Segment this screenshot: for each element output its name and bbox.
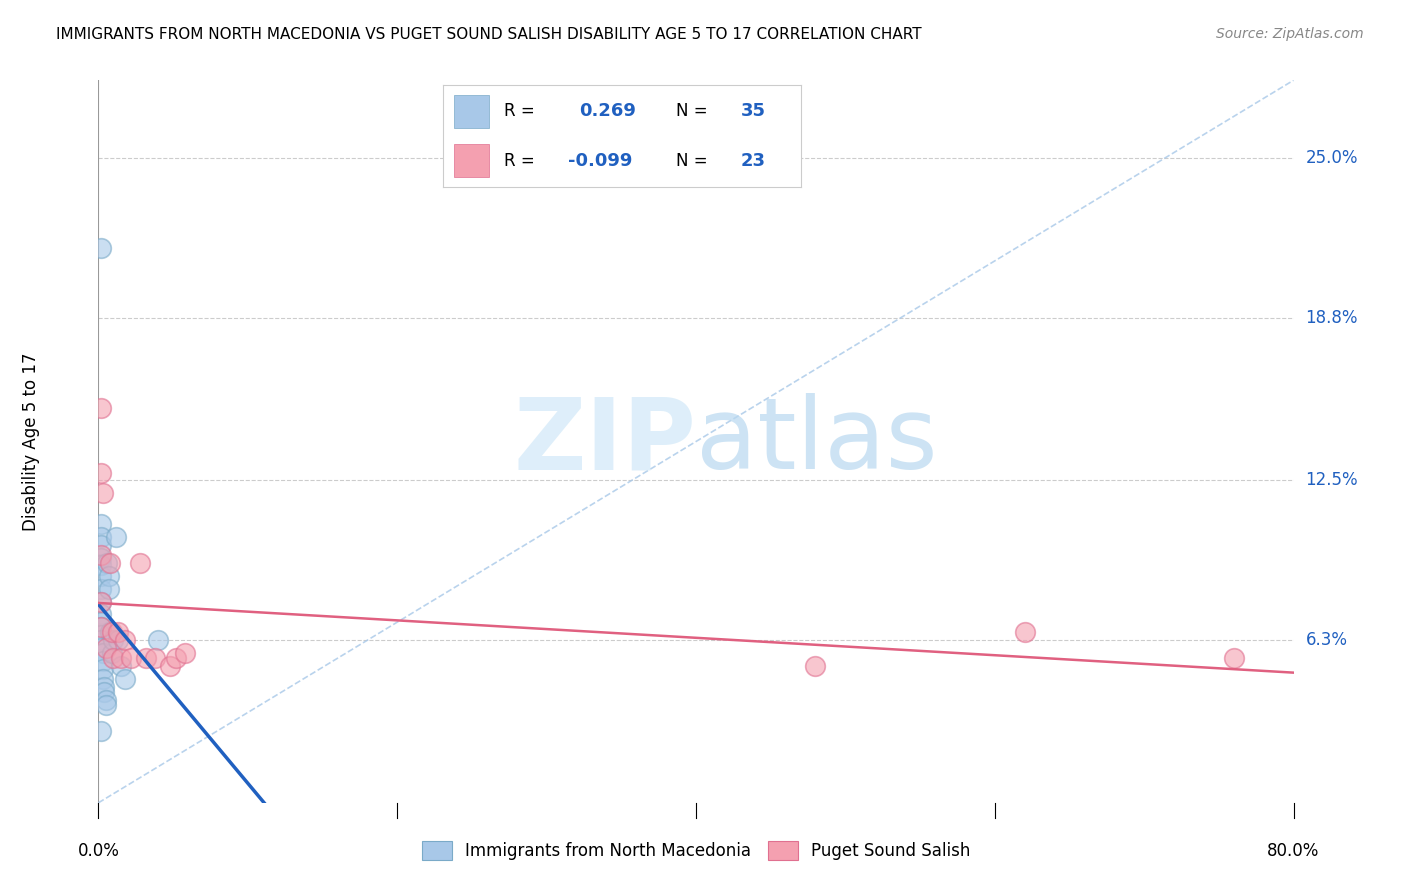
Point	[174, 646, 197, 660]
Point	[107, 625, 129, 640]
Point	[90, 594, 112, 608]
Text: 6.3%: 6.3%	[1306, 632, 1347, 649]
Text: 12.5%: 12.5%	[1306, 471, 1358, 489]
Point	[90, 607, 112, 622]
Point	[93, 685, 115, 699]
Point	[90, 550, 112, 565]
Point	[105, 530, 128, 544]
Point	[129, 556, 152, 570]
Point	[90, 241, 112, 255]
Point	[103, 651, 125, 665]
Text: 18.8%: 18.8%	[1306, 309, 1358, 326]
Point	[90, 723, 112, 738]
Text: Source: ZipAtlas.com: Source: ZipAtlas.com	[1216, 27, 1364, 41]
Point	[98, 625, 122, 640]
Point	[90, 633, 112, 648]
Point	[91, 662, 114, 676]
Point	[114, 672, 136, 686]
Point	[91, 486, 114, 500]
Point	[91, 672, 114, 686]
Point	[103, 633, 125, 648]
Text: 0.269: 0.269	[579, 103, 636, 120]
Text: ZIP: ZIP	[513, 393, 696, 490]
Point	[135, 651, 157, 665]
Point	[101, 625, 124, 640]
Point	[90, 466, 112, 480]
Text: atlas: atlas	[696, 393, 938, 490]
Text: N =: N =	[676, 103, 713, 120]
Point	[107, 633, 129, 648]
Point	[120, 651, 142, 665]
Point	[1014, 625, 1036, 640]
Point	[159, 659, 181, 673]
Point	[90, 530, 112, 544]
Point	[93, 680, 115, 694]
Point	[114, 633, 136, 648]
Text: N =: N =	[676, 152, 713, 169]
Point	[90, 640, 112, 655]
Point	[90, 568, 112, 582]
Point	[110, 651, 132, 665]
Point	[90, 628, 112, 642]
Point	[165, 651, 187, 665]
Point	[143, 651, 166, 665]
Point	[1223, 651, 1246, 665]
Text: 25.0%: 25.0%	[1306, 149, 1358, 167]
Point	[90, 548, 112, 562]
Text: IMMIGRANTS FROM NORTH MACEDONIA VS PUGET SOUND SALISH DISABILITY AGE 5 TO 17 COR: IMMIGRANTS FROM NORTH MACEDONIA VS PUGET…	[56, 27, 922, 42]
Point	[94, 640, 117, 655]
Text: 0.0%: 0.0%	[77, 841, 120, 860]
Point	[90, 517, 112, 532]
Point	[90, 582, 112, 596]
Point	[110, 659, 132, 673]
Text: 23: 23	[741, 152, 765, 169]
Point	[97, 582, 120, 596]
Point	[90, 538, 112, 552]
Point	[148, 633, 170, 648]
Bar	[454, 95, 489, 128]
Bar	[454, 145, 489, 177]
Text: -0.099: -0.099	[568, 152, 633, 169]
Point	[90, 558, 112, 573]
Legend: Immigrants from North Macedonia, Puget Sound Salish: Immigrants from North Macedonia, Puget S…	[415, 834, 977, 867]
Point	[90, 594, 112, 608]
Point	[91, 654, 114, 668]
Point	[101, 646, 124, 660]
Text: R =: R =	[503, 152, 540, 169]
Point	[804, 659, 827, 673]
Text: R =: R =	[503, 103, 540, 120]
Point	[91, 646, 114, 660]
Point	[94, 692, 117, 706]
Point	[90, 620, 112, 634]
Point	[90, 401, 112, 415]
Point	[97, 568, 120, 582]
Text: Disability Age 5 to 17: Disability Age 5 to 17	[22, 352, 41, 531]
Point	[90, 615, 112, 630]
Point	[96, 556, 118, 570]
Text: 35: 35	[741, 103, 765, 120]
Point	[98, 556, 122, 570]
Point	[90, 620, 112, 634]
Point	[94, 698, 117, 712]
Text: 80.0%: 80.0%	[1267, 841, 1320, 860]
